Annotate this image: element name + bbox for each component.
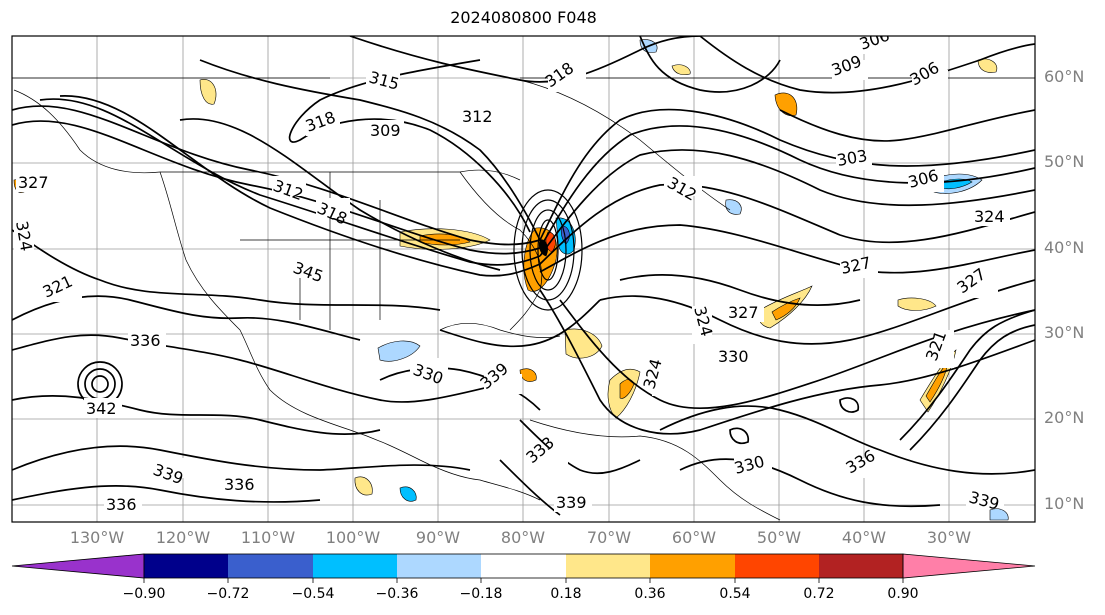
map-panel	[12, 36, 1035, 522]
colorbar-segment	[819, 554, 903, 578]
contour-label: 324	[974, 207, 1005, 226]
lat-label: 10°N	[1044, 494, 1085, 513]
lat-label: 20°N	[1044, 408, 1085, 427]
contour-label: 336	[224, 475, 255, 494]
lon-label: 50°W	[756, 528, 802, 547]
contour-label: 336	[106, 495, 137, 514]
lon-label: 110°W	[240, 528, 296, 547]
coastlines	[12, 77, 1035, 521]
colorbar-segment	[735, 554, 819, 578]
lon-label: 100°W	[325, 528, 381, 547]
colorbar-segment	[397, 554, 481, 578]
colorbar-tick-label: −0.90	[122, 586, 166, 602]
colorbar-segment	[144, 554, 228, 578]
lon-label: 130°W	[69, 528, 125, 547]
colorbar-tick-label: 0.54	[719, 586, 751, 602]
lon-label: 120°W	[155, 528, 211, 547]
figure-title: 2024080800 F048	[450, 8, 597, 27]
contour-label: 336	[130, 331, 161, 350]
vortex-contours	[513, 189, 583, 311]
lon-label: 80°W	[500, 528, 546, 547]
colorbar-segment	[650, 554, 735, 578]
contour-label: 309	[370, 121, 401, 140]
colorbar-tick-label: −0.18	[459, 586, 503, 602]
contour-lines	[12, 36, 1035, 516]
colorbar-tick-label: 0.90	[887, 586, 919, 602]
contour-label: 327	[18, 173, 49, 192]
lon-label: 30°W	[926, 528, 972, 547]
colorbar-segment	[228, 554, 313, 578]
lat-label: 50°N	[1044, 152, 1085, 171]
colorbar-tick-label: −0.54	[291, 586, 335, 602]
lat-label: 60°N	[1044, 67, 1085, 86]
colorbar-segment	[313, 554, 397, 578]
lon-label: 40°W	[841, 528, 887, 547]
contour-label: 327	[728, 303, 759, 322]
colorbar-tick-label: 0.72	[803, 586, 835, 602]
colorbar-tick-label: 0.18	[550, 586, 582, 602]
lon-label: 90°W	[415, 528, 461, 547]
contour-label: 330	[718, 347, 749, 366]
contour-label: 342	[86, 399, 117, 418]
contour-label: 312	[462, 107, 493, 126]
map-frame	[11, 35, 1036, 523]
colorbar-segment	[566, 554, 650, 578]
lon-label: 70°W	[586, 528, 632, 547]
colorbar-extend-max	[902, 553, 1036, 579]
lat-label: 30°N	[1044, 323, 1085, 342]
colorbar-tick-label: −0.72	[206, 586, 250, 602]
colorbar-segment	[481, 554, 566, 578]
lat-label: 40°N	[1044, 238, 1085, 257]
colorbar	[11, 553, 1036, 583]
colorbar-tick-label: 0.36	[634, 586, 666, 602]
lon-label: 60°W	[671, 528, 717, 547]
colorbar-tick-label: −0.36	[375, 586, 419, 602]
colorbar-extend-min	[11, 553, 145, 579]
contour-label: 339	[556, 493, 587, 512]
